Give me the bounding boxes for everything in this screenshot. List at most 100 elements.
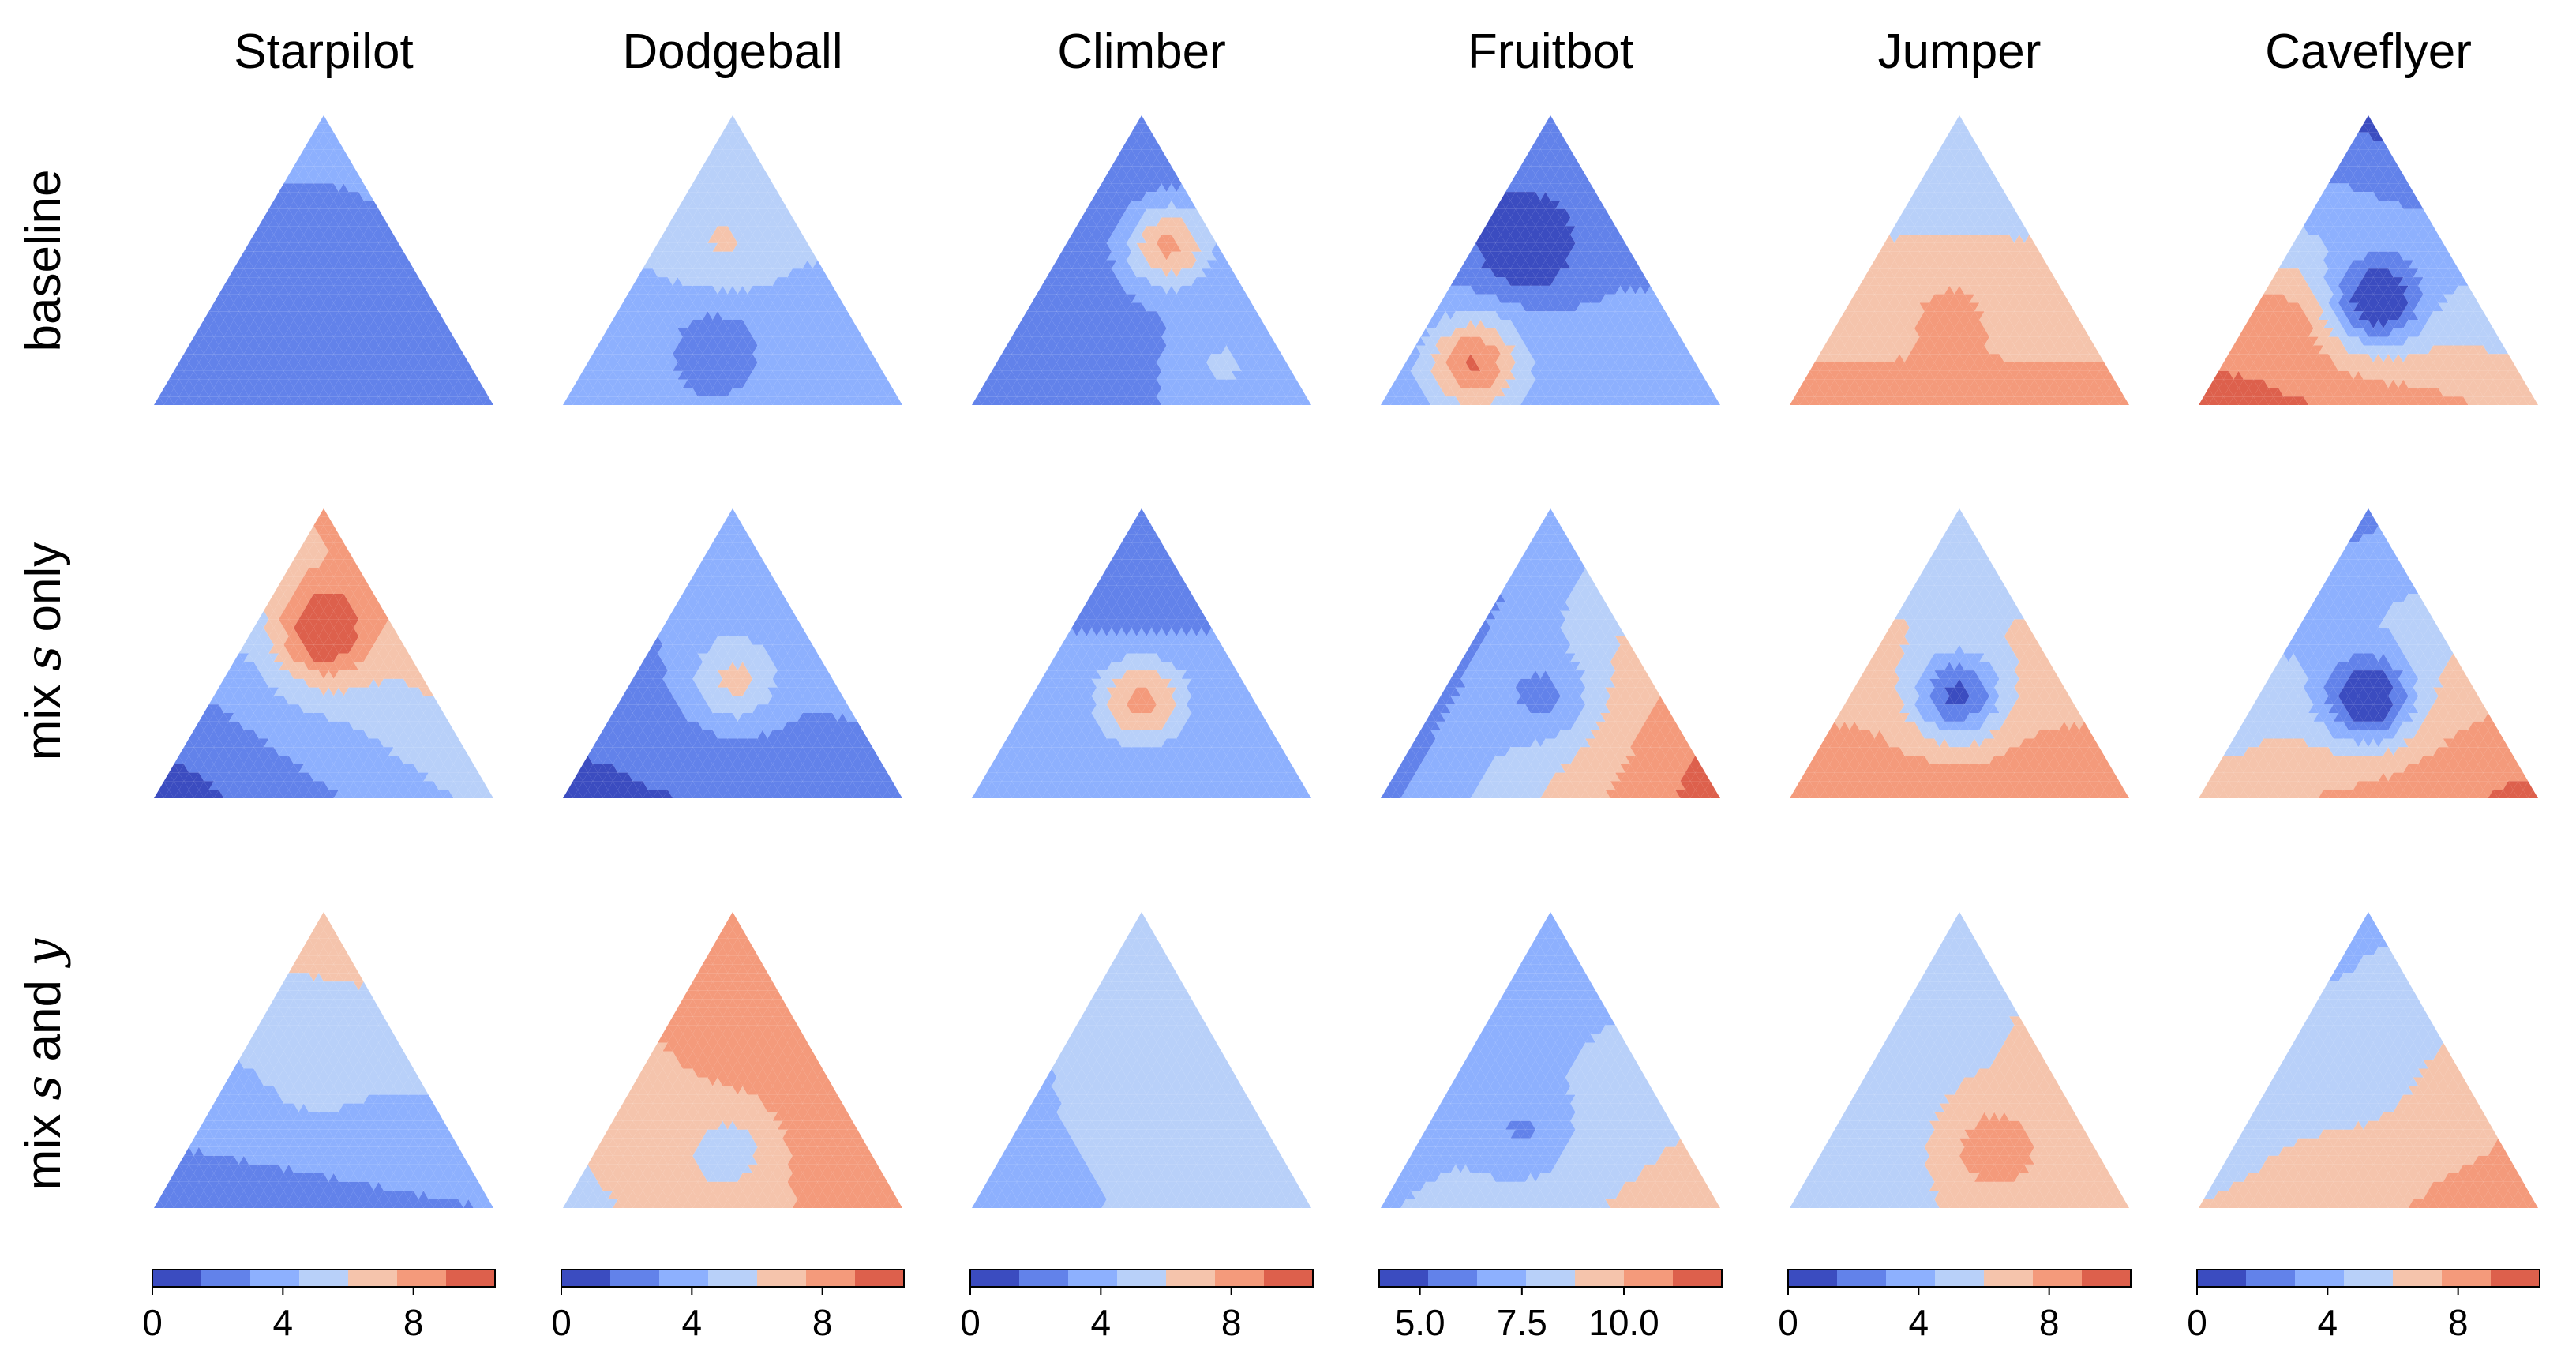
heatmap-cell <box>219 311 229 321</box>
heatmap-cell <box>298 311 309 321</box>
heatmap-cell <box>193 388 204 397</box>
heatmap-cell <box>712 166 723 175</box>
heatmap-cell <box>478 396 489 405</box>
heatmap-cell <box>328 354 339 363</box>
heatmap-cell <box>403 328 414 337</box>
heatmap-cell <box>328 336 339 346</box>
heatmap-cell <box>373 277 384 286</box>
heatmap-cell <box>294 242 304 252</box>
heatmap-cell <box>309 242 319 252</box>
heatmap-cell <box>737 141 748 150</box>
heatmap-cell <box>388 277 399 286</box>
heatmap-cell <box>253 302 264 312</box>
heatmap-cell <box>673 208 683 218</box>
heatmap-cell <box>368 336 379 346</box>
heatmap-cell <box>463 379 474 388</box>
heatmap-cell <box>228 268 239 278</box>
heatmap-cell <box>403 370 414 380</box>
heatmap-cell <box>348 388 359 397</box>
heatmap-cell <box>273 294 284 303</box>
heatmap-cell <box>223 354 234 363</box>
heatmap-cell <box>333 354 344 363</box>
heatmap-cell <box>1545 115 1556 124</box>
heatmap-cell <box>1954 115 1965 124</box>
heatmap-cell <box>368 354 379 363</box>
heatmap-cell <box>413 277 424 286</box>
heatmap-cell <box>757 174 768 184</box>
heatmap-cell <box>428 336 439 346</box>
heatmap-cell <box>279 268 289 278</box>
heatmap-cell <box>348 396 359 405</box>
heatmap-cell <box>448 388 459 397</box>
heatmap-cell <box>373 345 384 355</box>
heatmap-cell <box>453 370 464 380</box>
heatmap-cell <box>253 268 264 278</box>
heatmap-cell <box>313 379 324 388</box>
heatmap-cell <box>398 388 409 397</box>
heatmap-cell <box>463 370 474 380</box>
heatmap-cell <box>742 149 753 158</box>
heatmap-cell <box>324 123 334 133</box>
heatmap-cell <box>428 328 439 337</box>
heatmap-cell <box>268 302 279 312</box>
heatmap-cell <box>733 174 743 184</box>
heatmap-cell <box>228 336 239 346</box>
heatmap-cell <box>279 379 289 388</box>
heatmap-cell <box>324 268 334 278</box>
heatmap-cell <box>378 285 389 295</box>
heatmap-cell <box>388 285 399 295</box>
heatmap-cell <box>348 277 359 286</box>
heatmap-cell <box>353 277 364 286</box>
heatmap-cell <box>418 302 429 312</box>
heatmap-cell <box>204 396 214 405</box>
heatmap-cell <box>178 396 189 405</box>
heatmap-cell <box>343 388 354 397</box>
heatmap-cell <box>328 328 339 337</box>
heatmap-cell <box>388 328 399 337</box>
heatmap-cell <box>294 294 304 303</box>
heatmap-cell <box>333 396 344 405</box>
heatmap-cell <box>189 388 199 397</box>
heatmap-cell <box>223 285 234 295</box>
heatmap-cell <box>313 251 324 261</box>
heatmap-cell <box>268 285 279 295</box>
heatmap-cell <box>249 370 259 380</box>
heatmap-cell <box>328 217 339 227</box>
heatmap-cell <box>733 200 743 209</box>
heatmap-cell <box>353 260 364 269</box>
heatmap-cell <box>204 345 214 355</box>
heatmap-cell <box>279 328 289 337</box>
heatmap-cell <box>353 370 364 380</box>
heatmap-cell <box>692 200 703 209</box>
heatmap-cell <box>688 200 698 209</box>
heatmap-cell <box>433 320 444 328</box>
heatmap-cell <box>393 285 404 295</box>
heatmap-cell <box>324 285 334 295</box>
heatmap-cell <box>343 217 354 227</box>
heatmap-cell <box>368 302 379 312</box>
heatmap-cell <box>772 192 783 201</box>
heatmap-cell <box>338 242 349 252</box>
heatmap-cell <box>174 388 184 397</box>
heatmap-cell <box>273 217 284 227</box>
heatmap-cell <box>219 345 229 355</box>
heatmap-cell <box>303 328 314 337</box>
heatmap-cell <box>324 208 334 218</box>
heatmap-cell <box>403 336 414 346</box>
heatmap-cell <box>253 251 264 261</box>
heatmap-cell <box>373 294 384 303</box>
heatmap-cell <box>328 132 339 141</box>
heatmap-cell <box>294 183 304 193</box>
heatmap-cell <box>283 208 294 218</box>
heatmap-cell <box>408 336 419 346</box>
heatmap-cell <box>288 166 299 175</box>
heatmap-cell <box>353 183 364 193</box>
heatmap-cell <box>324 396 334 405</box>
heatmap-cell <box>393 242 404 252</box>
heatmap-cell <box>273 208 284 218</box>
heatmap-cell <box>273 302 284 312</box>
heatmap-cell <box>249 396 259 405</box>
heatmap-cell <box>208 328 219 337</box>
heatmap-cell <box>208 379 219 388</box>
heatmap-cell <box>762 183 773 193</box>
